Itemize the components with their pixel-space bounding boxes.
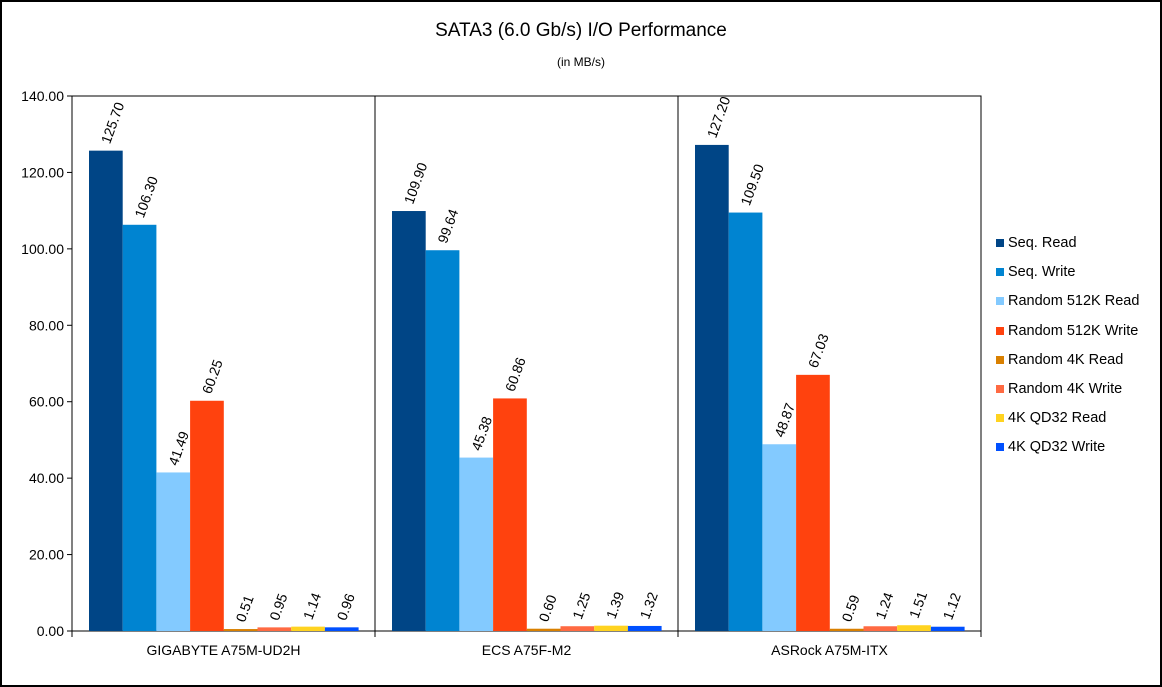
legend-item: Random 4K Read (996, 350, 1123, 370)
legend-item: Random 512K Write (996, 321, 1138, 341)
legend-item: 4K QD32 Read (996, 408, 1106, 428)
data-label: 45.38 (468, 414, 495, 453)
legend-item: Random 512K Read (996, 291, 1139, 311)
data-label: 125.70 (98, 100, 128, 146)
chart-subtitle: (in MB/s) (557, 55, 605, 69)
y-tick-label: 140.00 (21, 88, 64, 104)
bar (762, 444, 797, 631)
data-label: 109.90 (401, 160, 431, 206)
data-label: 0.96 (334, 591, 358, 622)
data-label: 0.59 (838, 592, 862, 623)
legend-swatch (996, 443, 1004, 452)
bar (257, 627, 292, 631)
y-tick-label: 60.00 (29, 394, 64, 410)
bar (392, 211, 426, 631)
x-tick-label: GIGABYTE A75M-UD2H (146, 642, 300, 658)
data-label: 99.64 (434, 207, 461, 246)
legend-label: 4K QD32 Read (1008, 410, 1107, 427)
data-label: 1.32 (637, 590, 661, 621)
legend-item: Seq. Write (996, 262, 1075, 282)
legend-label: Seq. Read (1008, 235, 1077, 251)
data-label: 0.60 (535, 592, 559, 623)
y-tick-label: 20.00 (29, 547, 64, 563)
bar (627, 625, 662, 631)
legend-swatch (996, 268, 1004, 277)
legend-item: 4K QD32 Write (996, 437, 1105, 457)
chart-title: SATA3 (6.0 Gb/s) I/O Performance (435, 20, 727, 41)
data-label: 0.95 (266, 591, 290, 622)
legend-swatch (996, 385, 1004, 393)
bar (526, 628, 561, 631)
data-label: 1.39 (603, 589, 627, 620)
bar (728, 212, 763, 631)
x-tick-label: ECS A75F-M2 (482, 642, 572, 658)
bar (156, 472, 191, 631)
legend-item: Random 4K Write (996, 379, 1122, 399)
legend-label: Random 512K Read (1008, 293, 1140, 310)
legend-swatch (996, 297, 1004, 306)
bar (695, 144, 729, 631)
bar (493, 398, 527, 631)
y-tick-label: 120.00 (21, 164, 64, 180)
bar (425, 250, 460, 632)
legend-label: Random 512K Write (1008, 322, 1139, 339)
legend-swatch (996, 355, 1004, 364)
legend-swatch (996, 239, 1004, 247)
data-label: 60.25 (199, 357, 226, 396)
bar (594, 625, 628, 631)
bar (796, 374, 830, 631)
bar (459, 457, 494, 631)
y-tick-label: 100.00 (21, 241, 64, 257)
data-label: 48.87 (771, 401, 798, 440)
bar (897, 625, 931, 631)
legend-label: Seq. Write (1008, 264, 1076, 281)
legend-item: Seq. Read (996, 233, 1077, 253)
data-label: 1.51 (906, 589, 930, 620)
data-label: 106.30 (131, 174, 161, 220)
bar (829, 628, 864, 631)
x-tick-label: ASRock A75M-ITX (771, 642, 888, 658)
data-label: 0.51 (232, 593, 256, 624)
bar (89, 150, 123, 631)
legend-label: Random 4K Read (1008, 351, 1124, 368)
bar (291, 626, 325, 631)
data-label: 41.49 (165, 429, 192, 468)
legend-label: 4K QD32 Write (1008, 439, 1106, 456)
bar (930, 626, 965, 631)
data-label: 1.14 (300, 590, 324, 621)
legend-swatch (996, 326, 1004, 335)
bar (324, 627, 359, 631)
data-label: 127.20 (704, 94, 734, 140)
y-tick-label: 80.00 (29, 317, 64, 333)
data-label: 1.25 (569, 590, 593, 621)
legend-label: Random 4K Write (1008, 381, 1123, 397)
bar (122, 224, 157, 631)
y-tick-label: 0.00 (37, 623, 64, 639)
data-label: 1.24 (872, 590, 896, 621)
data-label: 67.03 (805, 331, 832, 370)
bar (223, 629, 258, 631)
bar (190, 400, 224, 631)
bar (863, 626, 898, 631)
bar (560, 626, 595, 631)
legend-swatch (996, 414, 1004, 423)
data-label: 60.86 (502, 355, 529, 394)
y-tick-label: 40.00 (29, 470, 64, 486)
data-label: 1.12 (940, 590, 964, 621)
data-label: 109.50 (737, 162, 767, 208)
